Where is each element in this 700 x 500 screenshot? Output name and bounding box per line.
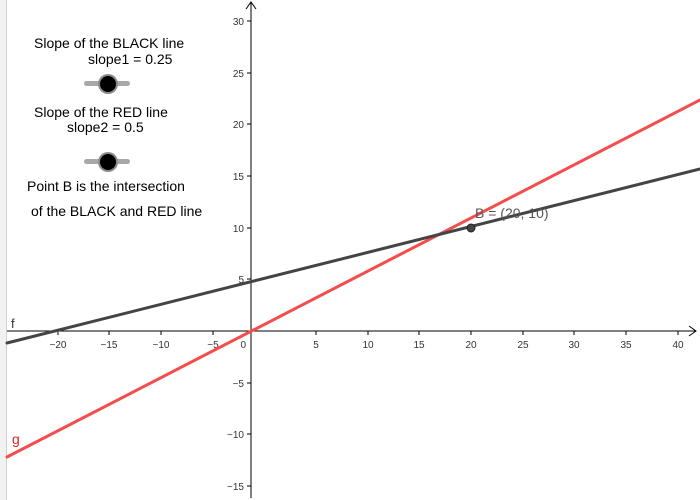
left-border <box>0 0 7 500</box>
svg-text:20: 20 <box>233 120 245 131</box>
svg-text:15: 15 <box>233 172 245 183</box>
line-g-label: g <box>12 431 20 447</box>
svg-text:5: 5 <box>313 340 319 351</box>
line-g-red[interactable] <box>5 98 700 459</box>
point-b[interactable] <box>466 223 476 233</box>
slider2-title: Slope of the RED line <box>34 104 168 120</box>
slider1-title: Slope of the BLACK line <box>34 35 185 51</box>
svg-text:−5: −5 <box>207 340 219 351</box>
slope1-slider-knob[interactable] <box>100 76 116 92</box>
intersection-note-line2: of the BLACK and RED line <box>31 203 203 219</box>
svg-text:−10: −10 <box>153 340 170 351</box>
svg-text:20: 20 <box>465 340 477 351</box>
svg-text:10: 10 <box>233 224 245 235</box>
x-tick-labels: −20 −15 −10 −5 0 5 10 15 20 25 30 35 40 <box>50 340 684 351</box>
slider1-value-label: slope1 = 0.25 <box>88 51 173 67</box>
svg-text:35: 35 <box>620 340 632 351</box>
slope2-slider[interactable] <box>84 154 130 170</box>
intersection-note-line1: Point B is the intersection <box>27 178 185 194</box>
svg-text:15: 15 <box>413 340 425 351</box>
svg-text:5: 5 <box>238 275 244 286</box>
svg-text:−10: −10 <box>227 430 244 441</box>
svg-text:−5: −5 <box>233 379 245 390</box>
y-axis-arrow-icon <box>245 1 257 10</box>
line-f-label: f <box>11 316 15 331</box>
slope2-slider-knob[interactable] <box>100 154 116 170</box>
svg-text:40: 40 <box>672 340 684 351</box>
point-b-label: B = (20, 10) <box>475 205 549 221</box>
slider2-value-label: slope2 = 0.5 <box>67 119 144 135</box>
svg-text:0: 0 <box>240 340 246 351</box>
slope1-slider[interactable] <box>84 76 130 92</box>
y-tick-labels: 30 25 20 15 10 5 −5 −10 −15 <box>227 17 244 493</box>
svg-text:−15: −15 <box>101 340 118 351</box>
line-f-black[interactable] <box>5 167 700 345</box>
svg-text:10: 10 <box>362 340 374 351</box>
x-ticks <box>57 331 679 335</box>
svg-text:30: 30 <box>233 17 245 28</box>
svg-text:25: 25 <box>517 340 529 351</box>
x-axis-arrow-icon <box>688 325 697 337</box>
y-ticks <box>247 20 251 487</box>
svg-text:25: 25 <box>233 69 245 80</box>
svg-text:30: 30 <box>568 340 580 351</box>
svg-text:−20: −20 <box>50 340 67 351</box>
svg-text:−15: −15 <box>227 482 244 493</box>
